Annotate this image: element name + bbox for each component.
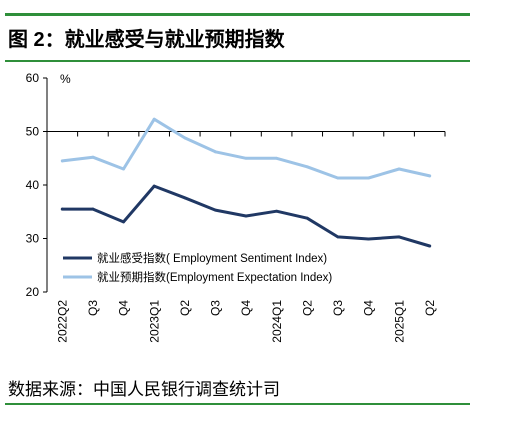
employment-expectation-point bbox=[275, 156, 279, 160]
employment-sentiment-point bbox=[91, 207, 95, 211]
x-tick-label: Q2 bbox=[300, 300, 314, 316]
legend-item-employment-sentiment: 就业感受指数( Employment Sentiment Index) bbox=[63, 251, 327, 265]
chart-axes: 20 30 40 50 60 2022Q2 Q3 Q4 2023Q1 Q2 Q3 Q4 2024Q1 Q2… bbox=[26, 71, 446, 343]
employment-expectation-point bbox=[305, 165, 309, 169]
title-rule bbox=[5, 60, 470, 62]
employment-expectation-point bbox=[183, 136, 187, 140]
employment-expectation-point bbox=[91, 155, 95, 159]
employment-sentiment-point bbox=[275, 209, 279, 213]
employment-expectation-point bbox=[397, 167, 401, 171]
employment-sentiment-point bbox=[428, 244, 432, 248]
x-tick-label: Q4 bbox=[239, 300, 253, 316]
employment-expectation-point bbox=[428, 174, 432, 178]
employment-expectation-point bbox=[336, 176, 340, 180]
y-tick-label: 30 bbox=[26, 232, 40, 246]
x-tick-label: 2022Q2 bbox=[56, 300, 70, 343]
x-tick-label: Q2 bbox=[423, 300, 437, 316]
series-layer bbox=[60, 117, 432, 248]
employment-expectation-point bbox=[244, 156, 248, 160]
employment-sentiment-point bbox=[336, 235, 340, 239]
chart-legend: 就业感受指数( Employment Sentiment Index) 就业预期指… bbox=[63, 251, 332, 284]
employment-expectation-line bbox=[60, 117, 432, 180]
data-source-note: 数据来源：中国人民银行调查统计司 bbox=[8, 380, 280, 399]
employment-sentiment-point bbox=[244, 214, 248, 218]
bottom-rule bbox=[5, 403, 470, 405]
employment-expectation-point bbox=[152, 117, 156, 121]
line-chart: 20 30 40 50 60 2022Q2 Q3 Q4 2023Q1 Q2 Q3 Q4 2024Q1 Q2… bbox=[26, 71, 446, 343]
top-rule bbox=[5, 13, 470, 16]
employment-sentiment-point bbox=[122, 220, 125, 224]
x-tick-label: Q4 bbox=[362, 300, 376, 316]
x-tick-label: Q3 bbox=[331, 300, 345, 316]
employment-expectation-point bbox=[213, 150, 217, 154]
x-tick-label: 2023Q1 bbox=[147, 300, 161, 343]
employment-sentiment-point bbox=[213, 208, 217, 212]
x-tick-label: 2024Q1 bbox=[270, 300, 284, 343]
y-tick-label: 40 bbox=[26, 178, 40, 192]
x-tick-label: 2025Q1 bbox=[392, 300, 406, 343]
employment-expectation-point bbox=[367, 176, 370, 180]
x-tick-label: Q3 bbox=[209, 300, 223, 316]
x-tick-label: Q2 bbox=[178, 300, 192, 316]
employment-sentiment-point bbox=[183, 196, 187, 200]
y-tick-label: 20 bbox=[26, 285, 40, 299]
y-tick-label: 50 bbox=[26, 125, 40, 139]
employment-sentiment-point bbox=[367, 237, 370, 241]
figure-title: 图 2：就业感受与就业预期指数 bbox=[8, 29, 285, 51]
legend-item-employment-expectation: 就业预期指数(Employment Expectation Index) bbox=[63, 270, 332, 284]
employment-sentiment-point bbox=[397, 235, 401, 239]
employment-expectation-point bbox=[60, 159, 64, 163]
legend-label-employment-sentiment: 就业感受指数( Employment Sentiment Index) bbox=[97, 251, 327, 265]
y-axis-unit-label: % bbox=[60, 72, 71, 86]
x-tick-label: Q3 bbox=[86, 300, 100, 316]
x-tick-label: Q4 bbox=[117, 300, 131, 316]
employment-sentiment-point bbox=[305, 216, 309, 220]
y-tick-label: 60 bbox=[26, 71, 40, 85]
employment-sentiment-series bbox=[60, 184, 432, 248]
employment-sentiment-point bbox=[60, 207, 64, 211]
employment-sentiment-point bbox=[152, 184, 156, 188]
employment-expectation-point bbox=[122, 167, 125, 171]
employment-expectation-series bbox=[60, 117, 432, 180]
legend-label-employment-expectation: 就业预期指数(Employment Expectation Index) bbox=[97, 270, 332, 284]
